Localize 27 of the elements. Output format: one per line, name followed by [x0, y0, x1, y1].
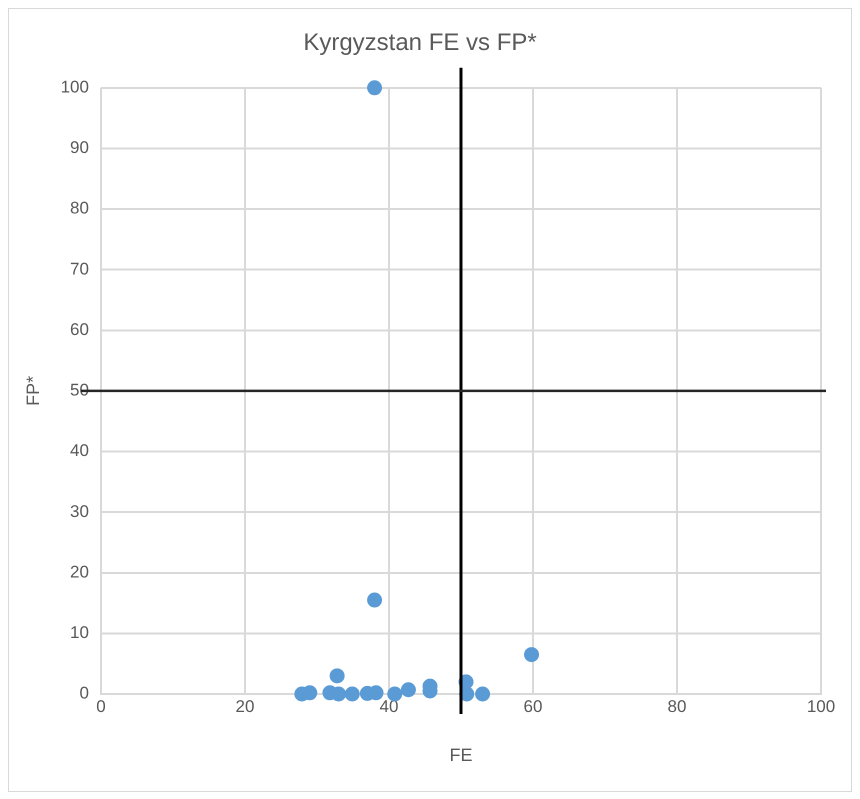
point: [330, 668, 345, 684]
x-tick-label: 0: [96, 696, 106, 716]
point: [367, 80, 382, 96]
point: [524, 647, 540, 662]
y-tick-label: 70: [70, 259, 89, 278]
x-tick-label: 60: [524, 696, 542, 716]
y-tick-label: 90: [70, 138, 89, 158]
x-axis-title: FE: [449, 745, 472, 766]
x-tick-label: 80: [668, 696, 686, 716]
y-tick-label: 40: [70, 441, 89, 460]
y-axis-title: FP*: [22, 376, 43, 406]
y-tick-label: 80: [70, 198, 89, 218]
y-tick-label: 30: [70, 502, 89, 521]
x-tick-label: 100: [806, 696, 836, 716]
y-tick-label: 0: [79, 684, 89, 703]
y-tick-label: 100: [60, 77, 89, 96]
point: [475, 686, 490, 702]
x-tick-label: 20: [236, 696, 254, 716]
point: [400, 682, 416, 698]
chart-title: Kyrgyzstan FE vs FP*: [303, 29, 537, 56]
y-tick-label: 10: [70, 623, 89, 642]
point: [387, 686, 402, 702]
point: [367, 592, 382, 608]
y-tick-label: 20: [70, 562, 89, 582]
x-tick-label: 40: [380, 696, 398, 716]
y-tick-label: 60: [70, 320, 89, 339]
point: [344, 686, 360, 702]
